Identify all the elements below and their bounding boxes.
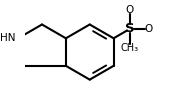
Text: CH₃: CH₃: [121, 43, 139, 53]
Text: O: O: [126, 5, 134, 15]
Text: O: O: [145, 24, 153, 34]
Text: HN: HN: [0, 33, 16, 43]
Text: S: S: [125, 22, 135, 35]
